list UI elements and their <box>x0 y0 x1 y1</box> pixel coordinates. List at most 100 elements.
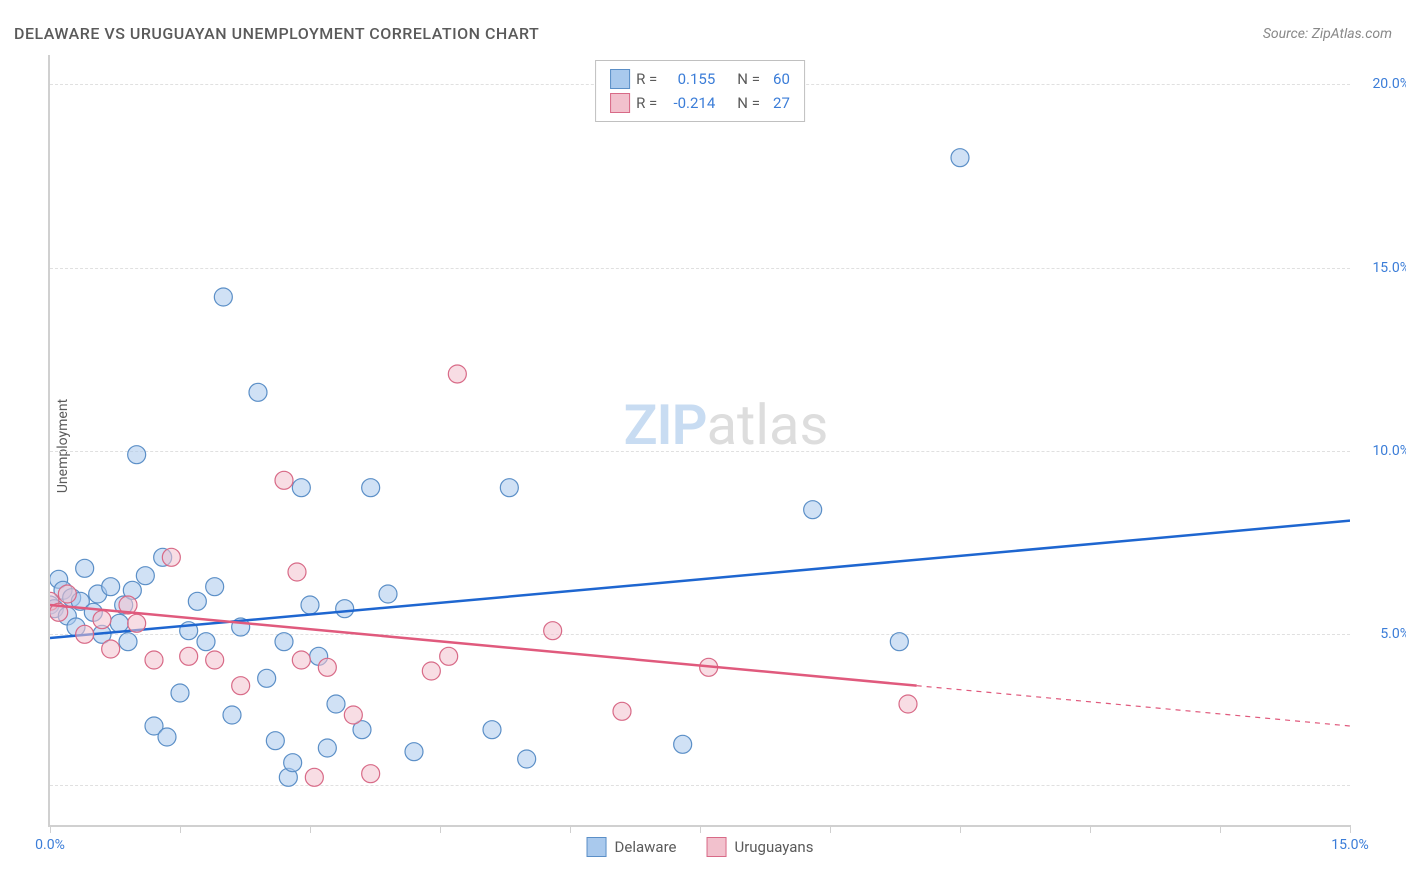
r-value: -0.214 <box>663 91 715 115</box>
uruguayans-point <box>102 640 120 658</box>
y-tick-label: 20.0% <box>1372 76 1406 92</box>
delaware-point <box>890 633 908 651</box>
x-tick <box>1090 825 1091 833</box>
legend-swatch-icon <box>587 837 607 857</box>
uruguayans-point <box>275 471 293 489</box>
legend-row: R = -0.214 N = 27 <box>610 91 790 115</box>
delaware-point <box>674 735 692 753</box>
series-legend: Delaware Uruguayans <box>587 837 814 857</box>
x-tick <box>310 825 311 833</box>
chart-container: DELAWARE VS URUGUAYAN UNEMPLOYMENT CORRE… <box>0 0 1406 892</box>
delaware-point <box>266 732 284 750</box>
x-tick <box>50 825 51 833</box>
delaware-point <box>518 750 536 768</box>
legend-swatch-icon <box>610 69 630 89</box>
delaware-point <box>249 383 267 401</box>
delaware-point <box>951 149 969 167</box>
delaware-point <box>292 479 310 497</box>
r-value: 0.155 <box>663 67 715 91</box>
uruguayans-point <box>422 662 440 680</box>
delaware-point <box>158 728 176 746</box>
scatter-svg <box>50 55 1350 825</box>
uruguayans-point <box>544 622 562 640</box>
delaware-point <box>128 446 146 464</box>
uruguayans-point <box>76 625 94 643</box>
delaware-point <box>258 669 276 687</box>
uruguayans-point <box>613 702 631 720</box>
delaware-point <box>336 600 354 618</box>
uruguayans-point <box>128 614 146 632</box>
legend-swatch-icon <box>706 837 726 857</box>
delaware-point <box>405 743 423 761</box>
uruguayans-point <box>440 647 458 665</box>
correlation-legend: R = 0.155 N = 60 R = -0.214 N = 27 <box>595 60 805 122</box>
r-label: R = <box>636 67 657 91</box>
uruguayans-point <box>899 695 917 713</box>
delaware-point <box>76 559 94 577</box>
y-tick-label: 5.0% <box>1380 626 1406 642</box>
delaware-point <box>500 479 518 497</box>
legend-row: R = 0.155 N = 60 <box>610 67 790 91</box>
uruguayans-point <box>318 658 336 676</box>
plot-area: ZIPatlas R = 0.155 N = 60 R = -0.214 N =… <box>48 55 1350 827</box>
delaware-point <box>362 479 380 497</box>
x-tick <box>700 825 701 833</box>
uruguayans-point <box>145 651 163 669</box>
delaware-point <box>223 706 241 724</box>
delaware-point <box>301 596 319 614</box>
uruguayans-point <box>344 706 362 724</box>
delaware-point <box>214 288 232 306</box>
x-tick-label: 15.0% <box>1331 837 1369 853</box>
uruguayans-point <box>448 365 466 383</box>
legend-item: Delaware <box>587 837 677 857</box>
uruguayans-point <box>180 647 198 665</box>
delaware-point <box>197 633 215 651</box>
delaware-point <box>188 592 206 610</box>
source-credit: Source: ZipAtlas.com <box>1263 26 1392 42</box>
y-tick-label: 10.0% <box>1372 443 1406 459</box>
header: DELAWARE VS URUGUAYAN UNEMPLOYMENT CORRE… <box>14 24 1392 43</box>
n-label: N = <box>737 91 760 115</box>
legend-label: Uruguayans <box>734 838 813 856</box>
uruguayans-point <box>305 768 323 786</box>
delaware-point <box>206 578 224 596</box>
uruguayans-point <box>362 765 380 783</box>
y-tick-label: 15.0% <box>1372 260 1406 276</box>
delaware-point <box>119 633 137 651</box>
uruguayans-trendline <box>50 605 917 686</box>
x-tick <box>1220 825 1221 833</box>
x-tick <box>830 825 831 833</box>
delaware-point <box>318 739 336 757</box>
x-tick-label: 0.0% <box>35 837 65 853</box>
uruguayans-trendline-dashed <box>917 686 1350 726</box>
n-label: N = <box>737 67 760 91</box>
delaware-point <box>379 585 397 603</box>
delaware-point <box>171 684 189 702</box>
delaware-point <box>327 695 345 713</box>
x-tick <box>1350 825 1351 833</box>
x-tick <box>180 825 181 833</box>
legend-item: Uruguayans <box>706 837 813 857</box>
delaware-point <box>102 578 120 596</box>
uruguayans-point <box>206 651 224 669</box>
uruguayans-point <box>292 651 310 669</box>
chart-title: DELAWARE VS URUGUAYAN UNEMPLOYMENT CORRE… <box>14 24 539 43</box>
uruguayans-point <box>288 563 306 581</box>
n-value: 27 <box>766 91 790 115</box>
uruguayans-point <box>93 611 111 629</box>
n-value: 60 <box>766 67 790 91</box>
uruguayans-point <box>58 585 76 603</box>
delaware-point <box>804 501 822 519</box>
delaware-point <box>483 721 501 739</box>
legend-label: Delaware <box>615 838 677 856</box>
uruguayans-point <box>162 548 180 566</box>
legend-swatch-icon <box>610 93 630 113</box>
x-tick <box>570 825 571 833</box>
delaware-point <box>136 567 154 585</box>
uruguayans-point <box>232 677 250 695</box>
r-label: R = <box>636 91 657 115</box>
delaware-point <box>275 633 293 651</box>
delaware-trendline <box>50 521 1350 638</box>
delaware-point <box>110 614 128 632</box>
x-tick <box>440 825 441 833</box>
